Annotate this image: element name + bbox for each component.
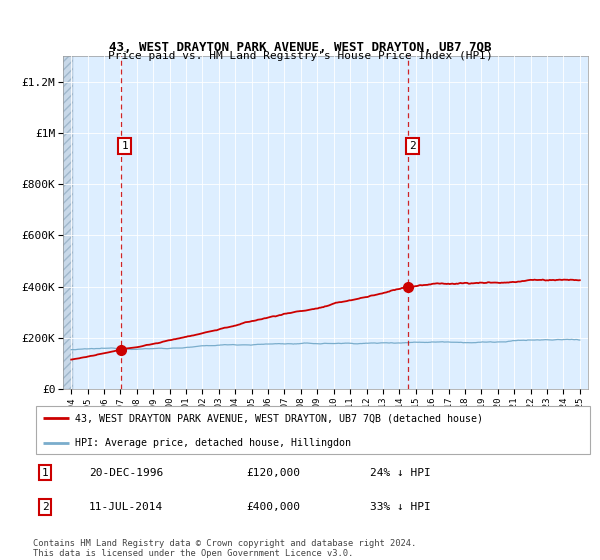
Text: 33% ↓ HPI: 33% ↓ HPI <box>370 502 430 512</box>
Text: 24% ↓ HPI: 24% ↓ HPI <box>370 468 430 478</box>
Text: £120,000: £120,000 <box>246 468 300 478</box>
Text: 2: 2 <box>409 141 416 151</box>
Text: 1: 1 <box>42 468 49 478</box>
Text: HPI: Average price, detached house, Hillingdon: HPI: Average price, detached house, Hill… <box>75 438 351 448</box>
Text: 11-JUL-2014: 11-JUL-2014 <box>89 502 163 512</box>
Text: 43, WEST DRAYTON PARK AVENUE, WEST DRAYTON, UB7 7QB: 43, WEST DRAYTON PARK AVENUE, WEST DRAYT… <box>109 41 491 54</box>
Text: 43, WEST DRAYTON PARK AVENUE, WEST DRAYTON, UB7 7QB (detached house): 43, WEST DRAYTON PARK AVENUE, WEST DRAYT… <box>75 413 483 423</box>
Text: 2: 2 <box>42 502 49 512</box>
Text: £400,000: £400,000 <box>246 502 300 512</box>
Bar <box>63 56 73 389</box>
Text: 20-DEC-1996: 20-DEC-1996 <box>89 468 163 478</box>
Text: 1: 1 <box>121 141 128 151</box>
Text: Contains HM Land Registry data © Crown copyright and database right 2024.
This d: Contains HM Land Registry data © Crown c… <box>33 539 416 558</box>
Text: Price paid vs. HM Land Registry's House Price Index (HPI): Price paid vs. HM Land Registry's House … <box>107 51 493 61</box>
